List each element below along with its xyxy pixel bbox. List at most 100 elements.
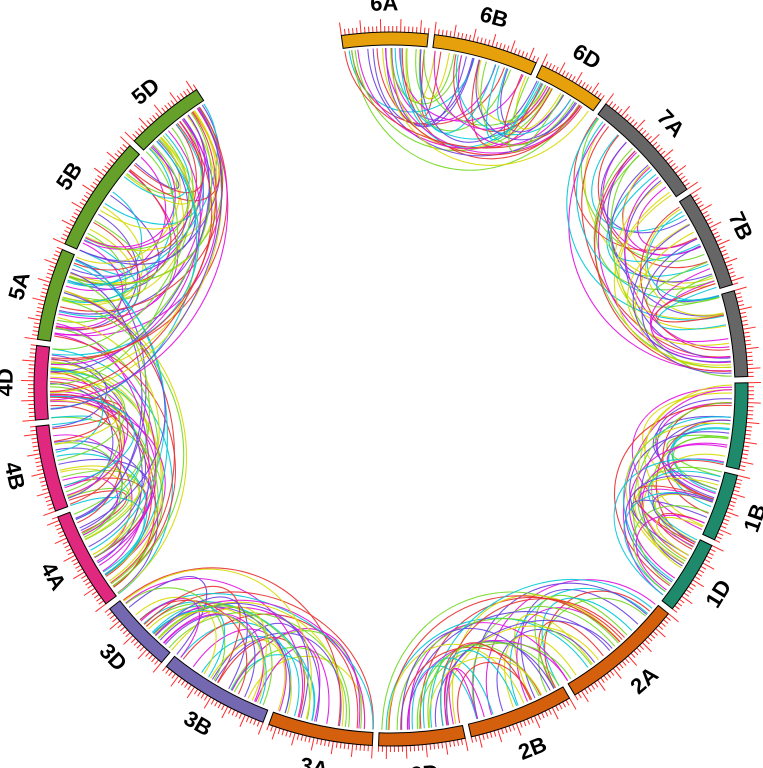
chromosome-band-6d: [535, 64, 602, 112]
tick-5d: [124, 131, 135, 142]
tick-3d: [154, 659, 159, 665]
tick-2b: [530, 717, 534, 724]
tick-1d: [681, 595, 693, 605]
synteny-link-7b-7d: [640, 206, 730, 351]
tick-5a: [37, 278, 51, 283]
tick-6d: [558, 62, 566, 75]
chromosome-label-7a: 7A: [652, 104, 690, 142]
tick-3a: [266, 724, 270, 731]
tick-4a: [51, 516, 58, 520]
synteny-link-1b-1d: [654, 493, 713, 543]
tick-4b: [32, 445, 39, 448]
synteny-link-6b-6d: [475, 59, 578, 141]
tick-1b: [720, 525, 727, 529]
chromosome-label-7b: 7B: [724, 208, 759, 244]
synteny-link-1b-1d: [625, 475, 720, 583]
tick-1a: [745, 425, 753, 428]
tick-3b: [187, 684, 192, 691]
tick-5a: [33, 326, 40, 329]
synteny-link-4a-4b: [55, 447, 123, 532]
tick-2b: [551, 707, 559, 720]
synteny-link-4a-4b: [63, 477, 148, 558]
tick-7b: [700, 203, 712, 212]
tick-6b: [457, 32, 460, 39]
tick-4a: [91, 590, 98, 596]
chromosome-label-1a: 1A: [761, 414, 763, 445]
chromosome-band-2a: [567, 604, 670, 696]
synteny-link-4a-4b: [59, 465, 141, 556]
synteny-link-3a-3d: [145, 602, 311, 720]
chromosome-band-5b: [64, 144, 141, 250]
chromosome-band-7b: [678, 193, 734, 290]
synteny-link-4a-4b: [62, 476, 119, 536]
tick-2a: [594, 682, 599, 688]
synteny-link-4b-4d: [50, 370, 122, 493]
tick-3d: [151, 657, 156, 663]
tick-5b: [122, 144, 128, 149]
tick-2a: [644, 639, 650, 645]
synteny-link-7a-7b: [610, 164, 713, 283]
synteny-link-2a-2d: [434, 619, 613, 728]
tick-2a: [603, 675, 608, 681]
synteny-link-3a-3d: [125, 577, 304, 718]
chromosome-band-5a: [36, 248, 76, 342]
tick-5a: [49, 265, 56, 269]
tick-2a: [663, 619, 669, 624]
synteny-link-5a-5d: [73, 123, 197, 271]
tick-7b: [696, 200, 702, 205]
tick-1b: [726, 511, 739, 517]
synteny-link-3b-3d: [164, 614, 256, 698]
synteny-link-5b-5d: [79, 140, 189, 262]
synteny-link-4b-4d: [50, 393, 109, 442]
tick-7a: [632, 121, 638, 127]
tick-2a: [636, 647, 642, 653]
tick-6b: [464, 33, 468, 40]
synteny-link-4d-5d: [51, 141, 200, 356]
tick-3b: [162, 666, 167, 672]
tick-7a: [646, 135, 652, 141]
tick-6b: [445, 30, 448, 37]
tick-3b: [171, 673, 176, 679]
tick-4b: [31, 472, 45, 477]
chromosome-band-4b: [35, 424, 69, 512]
tick-3a: [271, 726, 277, 740]
tick-7a: [641, 130, 647, 136]
synteny-link-7a-7d: [594, 150, 732, 372]
tick-7b: [724, 257, 738, 264]
tick-2b: [486, 732, 489, 739]
tick-4b: [48, 506, 55, 510]
tick-7b: [711, 228, 717, 232]
synteny-link-6a-6d: [419, 49, 538, 143]
chromosome-label-5b: 5B: [51, 157, 87, 194]
tick-5b: [82, 184, 94, 193]
tick-3b: [253, 719, 257, 726]
tick-3a: [285, 730, 288, 737]
tick-6a: [355, 27, 358, 34]
tick-4a: [98, 600, 104, 605]
tick-4d: [29, 356, 36, 358]
tick-5d: [192, 84, 197, 90]
tick-7b: [720, 249, 727, 253]
synteny-link-5a-5b: [75, 249, 124, 276]
tick-6d: [571, 75, 576, 82]
synteny-link-5b-5d: [83, 114, 206, 250]
synteny-link-5a-5d: [65, 118, 204, 292]
tick-2b: [562, 701, 566, 708]
tick-4a: [77, 568, 83, 573]
tick-4b: [47, 503, 54, 507]
tick-3a: [308, 736, 311, 743]
synteny-link-4d-5d: [50, 111, 217, 392]
tick-6b: [487, 39, 491, 46]
tick-3a: [359, 744, 362, 751]
tick-7d: [738, 306, 752, 311]
chromosome-band-7a: [597, 103, 688, 198]
synteny-link-2b-2d: [417, 641, 560, 729]
tick-4b: [36, 464, 43, 468]
chromosome-band-1a: [725, 382, 749, 470]
tick-2b: [569, 697, 577, 710]
tick-4b: [31, 437, 38, 440]
tick-3b: [186, 686, 195, 699]
tick-5b: [120, 136, 131, 146]
tick-2a: [581, 690, 589, 703]
tick-3b: [217, 702, 222, 709]
